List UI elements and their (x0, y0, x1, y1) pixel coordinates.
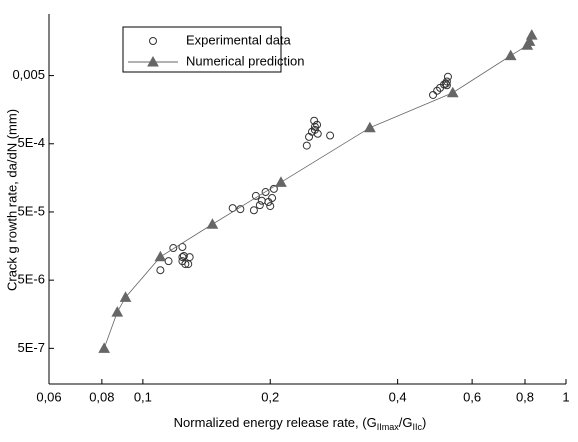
y-tick-label: 5E-4 (18, 135, 45, 150)
circle-marker (305, 132, 314, 141)
legend-marker (149, 37, 157, 45)
triangle-marker (119, 291, 132, 302)
x-axis-label: Normalized energy release rate, (GIImax/… (174, 415, 427, 432)
circle-marker (313, 129, 322, 138)
triangle-marker (364, 121, 376, 133)
triangle-marker (206, 218, 219, 229)
x-tick-label: 0,06 (36, 389, 61, 404)
y-axis-label: Crack g rowth rate, da/dN (mm) (4, 109, 19, 291)
x-tick-label: 0,2 (261, 389, 279, 404)
circle-marker (442, 77, 451, 86)
triangle-marker (504, 49, 517, 61)
x-tick-label: 0,8 (516, 389, 534, 404)
circle-marker (302, 141, 311, 150)
x-tick-label: 0,1 (134, 389, 152, 404)
triangle-marker (154, 250, 167, 262)
legend-label: Numerical prediction (186, 53, 305, 68)
circle-marker (266, 202, 275, 211)
x-label-sub: IImax (377, 422, 400, 432)
triangle-marker (275, 176, 287, 187)
y-tick-label: 5E-6 (18, 272, 45, 287)
circle-marker (156, 266, 165, 275)
x-tick-label: 0,6 (463, 389, 481, 404)
x-label-text: /G (399, 415, 413, 430)
circle-marker (442, 81, 451, 90)
x-tick-label: 0,08 (89, 389, 114, 404)
circle-marker (178, 253, 187, 262)
circle-marker (268, 194, 277, 203)
circle-marker (310, 122, 319, 131)
legend-label: Experimental data (186, 32, 292, 47)
circle-marker (310, 125, 319, 134)
circle-marker (181, 260, 190, 269)
y-tick-label: 5E-5 (18, 203, 45, 218)
circle-marker (249, 206, 258, 215)
x-tick-label: 0,4 (389, 389, 407, 404)
circle-marker (310, 116, 319, 125)
circle-marker (178, 243, 187, 252)
y-tick-label: 0,005 (12, 67, 45, 82)
circle-marker (261, 188, 270, 197)
circle-marker (179, 252, 188, 261)
circle-marker (429, 90, 438, 99)
triangle-marker (446, 86, 459, 98)
circle-marker (326, 131, 335, 140)
circle-marker (169, 244, 178, 253)
x-label-text: ) (422, 415, 426, 430)
circle-marker (255, 201, 264, 210)
circle-marker (313, 120, 322, 129)
y-tick-label: 5E-7 (18, 340, 45, 355)
circle-marker (433, 86, 442, 95)
circle-marker (257, 196, 266, 205)
triangle-marker (523, 35, 536, 46)
circle-marker (443, 72, 452, 81)
x-label-sub: IIc (412, 422, 422, 432)
triangle-marker (111, 306, 124, 317)
series-line (103, 34, 533, 349)
triangle-marker (98, 342, 110, 353)
triangle-marker (525, 29, 538, 40)
x-label-text: Normalized energy release rate, (G (174, 415, 377, 430)
x-tick-label: 1 (562, 389, 569, 404)
legend-marker (147, 55, 159, 67)
